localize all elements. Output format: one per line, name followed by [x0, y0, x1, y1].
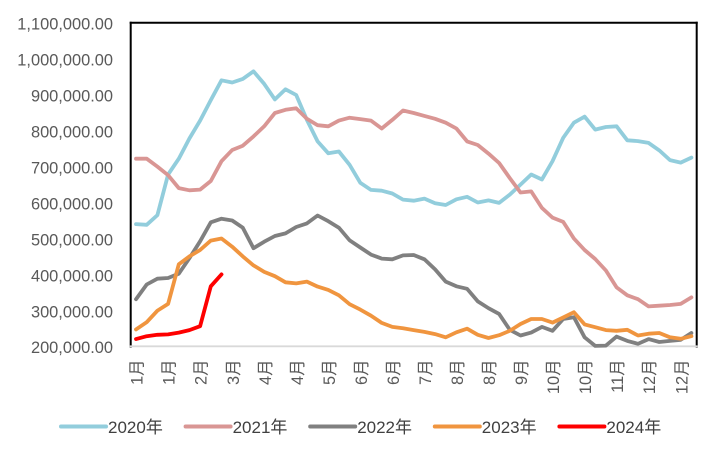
svg-text:7月: 7月	[417, 360, 435, 386]
svg-text:700,000.00: 700,000.00	[31, 160, 113, 178]
svg-text:10月: 10月	[545, 360, 563, 395]
svg-text:300,000.00: 300,000.00	[31, 303, 113, 321]
svg-text:1月: 1月	[161, 360, 179, 386]
svg-text:4月: 4月	[257, 360, 275, 386]
svg-text:6月: 6月	[385, 360, 403, 386]
svg-text:5月: 5月	[321, 360, 339, 386]
svg-text:2024年: 2024年	[606, 418, 661, 437]
svg-text:2020年: 2020年	[108, 418, 163, 437]
svg-text:2021年: 2021年	[233, 418, 288, 437]
svg-text:10月: 10月	[577, 360, 595, 395]
svg-text:500,000.00: 500,000.00	[31, 231, 113, 249]
svg-text:9月: 9月	[513, 360, 531, 386]
svg-text:2022年: 2022年	[357, 418, 412, 437]
svg-text:2月: 2月	[193, 360, 211, 386]
svg-text:1月: 1月	[129, 360, 147, 386]
svg-text:200,000.00: 200,000.00	[31, 339, 113, 357]
svg-text:900,000.00: 900,000.00	[31, 88, 113, 106]
svg-text:800,000.00: 800,000.00	[31, 124, 113, 142]
svg-text:8月: 8月	[449, 360, 467, 386]
svg-text:8月: 8月	[481, 360, 499, 386]
svg-text:600,000.00: 600,000.00	[31, 195, 113, 213]
svg-text:6月: 6月	[353, 360, 371, 386]
svg-text:1,000,000.00: 1,000,000.00	[17, 52, 113, 70]
svg-text:3月: 3月	[225, 360, 243, 386]
svg-text:4月: 4月	[289, 360, 307, 386]
svg-text:400,000.00: 400,000.00	[31, 267, 113, 285]
svg-text:11月: 11月	[609, 360, 627, 393]
svg-text:1,100,000.00: 1,100,000.00	[17, 16, 113, 34]
svg-text:12月: 12月	[673, 360, 691, 395]
svg-text:2023年: 2023年	[482, 418, 537, 437]
svg-text:12月: 12月	[641, 360, 659, 395]
